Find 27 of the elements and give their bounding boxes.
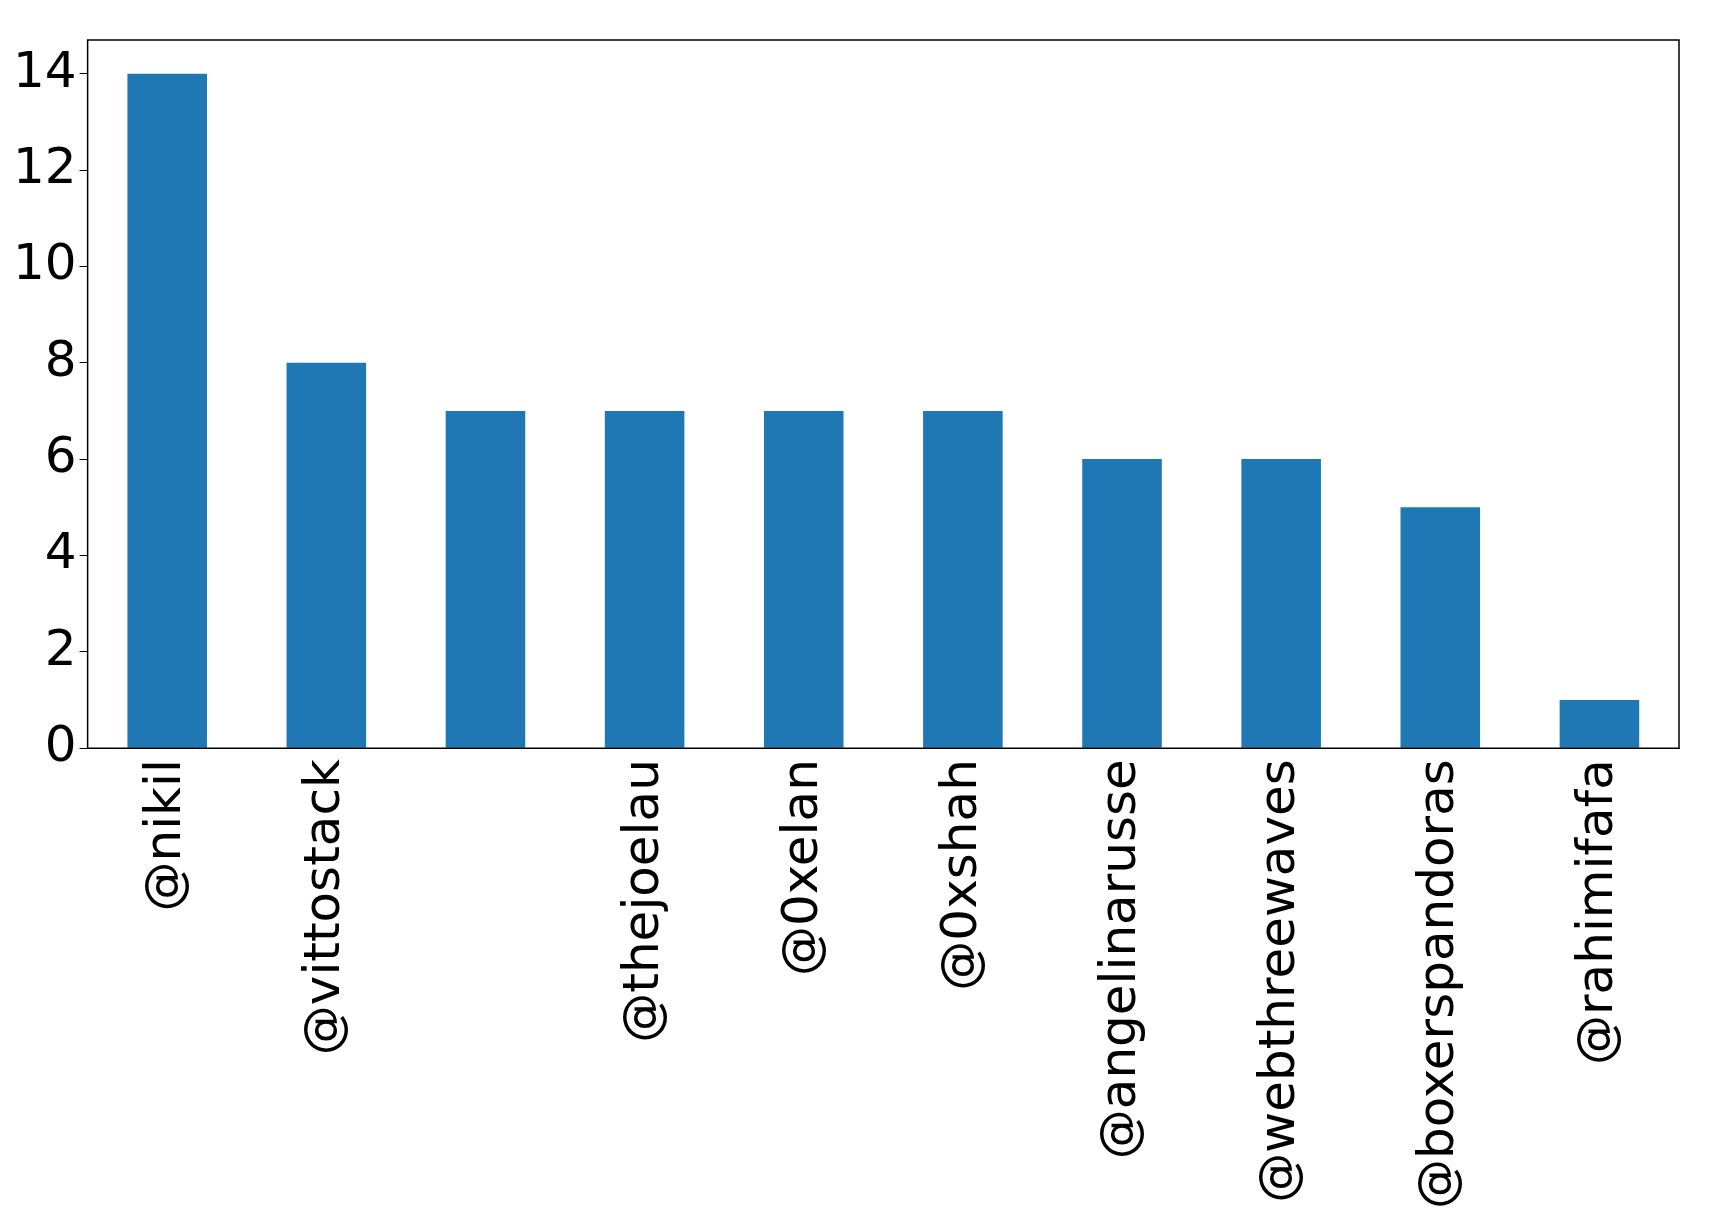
y-tick-label: 4	[44, 522, 77, 581]
x-tick-label: @webthreewaves	[1248, 759, 1307, 1203]
bar	[445, 410, 526, 748]
bar	[1400, 507, 1481, 748]
y-tick-label: 14	[13, 40, 77, 99]
x-tick-label: @boxerspandoras	[1407, 759, 1466, 1210]
x-tick-label: @thejoelau	[611, 759, 670, 1043]
y-tick-label: 10	[13, 233, 77, 292]
y-tick-label: 6	[44, 426, 77, 485]
bar	[604, 410, 685, 748]
x-tick-label: @angelinarusse	[1089, 759, 1147, 1160]
y-tick-label: 0	[44, 715, 77, 774]
x-tick-label: @0xelan	[770, 759, 829, 977]
y-tick-label: 8	[44, 329, 77, 388]
bar	[1241, 459, 1321, 748]
bar	[127, 73, 207, 748]
bar	[286, 362, 367, 748]
bar	[1559, 699, 1640, 748]
x-tick-label: @rahimifafa	[1566, 759, 1625, 1066]
x-tick-label: @vittostack	[293, 759, 352, 1056]
y-tick-label: 2	[44, 618, 77, 677]
x-tick-label: @nikil	[134, 759, 193, 912]
bar	[923, 410, 1003, 748]
y-tick-label: 12	[13, 137, 77, 196]
bar	[763, 410, 844, 748]
bar	[1082, 459, 1162, 748]
x-tick-label: @0xshah	[929, 759, 988, 991]
